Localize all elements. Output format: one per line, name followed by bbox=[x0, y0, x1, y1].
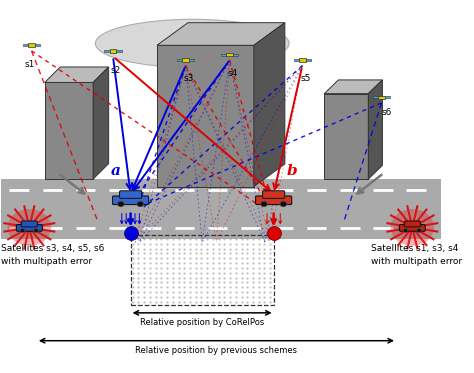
Text: s2: s2 bbox=[110, 66, 120, 75]
Circle shape bbox=[391, 209, 434, 246]
Circle shape bbox=[280, 201, 287, 207]
Circle shape bbox=[20, 229, 25, 232]
Bar bbox=[130, 235, 273, 305]
Bar bbox=[221, 54, 226, 56]
Circle shape bbox=[261, 201, 267, 207]
Bar bbox=[23, 44, 28, 46]
Bar bbox=[0, 179, 441, 238]
Text: Satellites s3, s4, s5, s6
with multipath error: Satellites s3, s4, s5, s6 with multipath… bbox=[0, 244, 104, 266]
Polygon shape bbox=[324, 80, 383, 94]
Bar bbox=[189, 59, 194, 61]
Polygon shape bbox=[368, 80, 383, 179]
Bar bbox=[182, 58, 189, 62]
FancyBboxPatch shape bbox=[119, 191, 142, 198]
Polygon shape bbox=[93, 67, 109, 179]
FancyBboxPatch shape bbox=[17, 225, 42, 231]
FancyBboxPatch shape bbox=[21, 221, 37, 227]
Circle shape bbox=[137, 201, 144, 207]
Text: s1: s1 bbox=[24, 60, 35, 69]
Bar bbox=[35, 44, 40, 46]
Text: a: a bbox=[111, 164, 121, 178]
Text: s4: s4 bbox=[228, 69, 238, 78]
Polygon shape bbox=[157, 45, 254, 186]
Bar bbox=[299, 58, 306, 62]
Text: Relative position by CoRelPos: Relative position by CoRelPos bbox=[140, 319, 264, 327]
Bar bbox=[28, 44, 35, 47]
Text: Relative position by previous schemes: Relative position by previous schemes bbox=[136, 346, 297, 355]
FancyBboxPatch shape bbox=[404, 221, 420, 227]
Text: s6: s6 bbox=[382, 108, 392, 117]
Text: s5: s5 bbox=[301, 74, 311, 83]
Circle shape bbox=[8, 209, 51, 246]
Circle shape bbox=[403, 229, 408, 232]
Polygon shape bbox=[324, 94, 368, 179]
Circle shape bbox=[118, 201, 124, 207]
Text: b: b bbox=[287, 164, 298, 178]
FancyBboxPatch shape bbox=[263, 191, 285, 198]
Bar bbox=[116, 50, 122, 52]
FancyBboxPatch shape bbox=[400, 225, 425, 231]
Text: s3: s3 bbox=[184, 74, 194, 83]
Text: Satellites s1, s3, s4
with multipath error: Satellites s1, s3, s4 with multipath err… bbox=[371, 244, 462, 266]
FancyBboxPatch shape bbox=[255, 196, 292, 204]
Bar bbox=[385, 96, 390, 98]
Bar bbox=[226, 53, 233, 56]
Circle shape bbox=[417, 229, 421, 232]
Bar bbox=[378, 95, 385, 99]
Polygon shape bbox=[45, 67, 109, 82]
Bar bbox=[233, 54, 238, 56]
Bar bbox=[306, 59, 311, 61]
Polygon shape bbox=[157, 23, 285, 45]
Circle shape bbox=[34, 229, 38, 232]
Bar bbox=[293, 59, 299, 61]
Polygon shape bbox=[254, 23, 285, 186]
Polygon shape bbox=[45, 82, 93, 179]
Bar bbox=[104, 50, 109, 52]
Ellipse shape bbox=[95, 19, 289, 68]
Bar bbox=[177, 59, 182, 61]
Bar bbox=[373, 96, 378, 98]
FancyBboxPatch shape bbox=[112, 196, 149, 204]
Bar bbox=[109, 49, 116, 53]
